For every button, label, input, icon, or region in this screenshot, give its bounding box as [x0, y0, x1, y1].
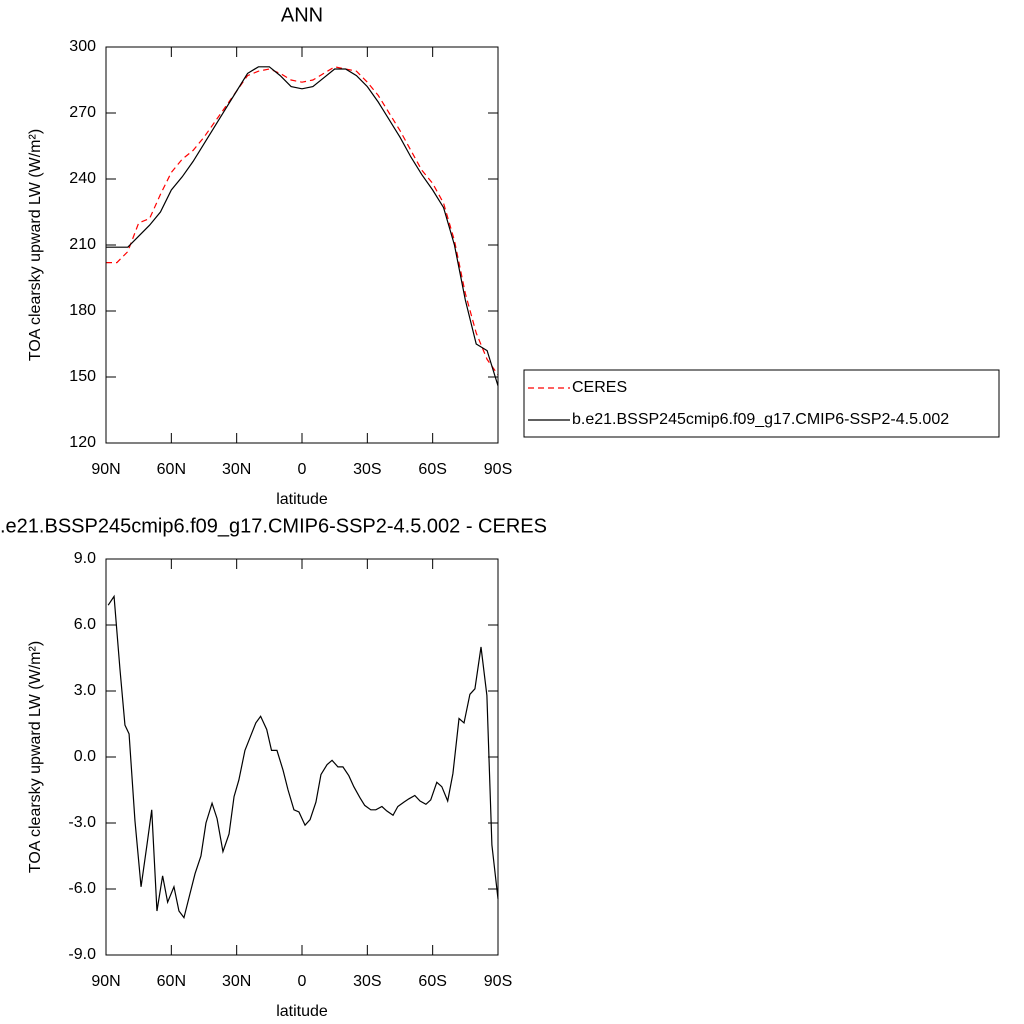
x-tick-label: 0 [298, 461, 307, 478]
y-axis-label: TOA clearsky upward LW (W/m²) [27, 129, 44, 361]
y-tick-label: 3.0 [74, 682, 96, 699]
y-tick-label: 210 [69, 236, 96, 253]
x-tick-label: 30S [353, 461, 381, 478]
data-line [106, 66, 499, 386]
x-tick-label: 60S [418, 461, 446, 478]
y-tick-label: 300 [69, 38, 96, 55]
x-axis-label: latitude [276, 1003, 328, 1020]
y-tick-label: 0.0 [74, 748, 96, 765]
chart-title: .e21.BSSP245cmip6.f09_g17.CMIP6-SSP2-4.5… [0, 515, 547, 537]
x-tick-label: 90N [91, 461, 120, 478]
y-tick-label: 9.0 [74, 550, 96, 567]
legend-box [523, 369, 1000, 438]
y-tick-label: -6.0 [68, 880, 96, 897]
x-tick-label: 60N [157, 461, 186, 478]
y-tick-label: 120 [69, 434, 96, 451]
x-tick-label: 60N [157, 973, 186, 990]
x-tick-label: 30N [222, 973, 251, 990]
x-tick-label: 30S [353, 973, 381, 990]
legend-label: CERES [572, 379, 627, 396]
x-tick-label: 60S [418, 973, 446, 990]
y-tick-label: 150 [69, 368, 96, 385]
x-tick-label: 90S [484, 973, 512, 990]
plot-frame [105, 46, 499, 444]
x-tick-label: 90N [91, 973, 120, 990]
x-axis-label: latitude [276, 491, 328, 508]
y-tick-label: -9.0 [68, 946, 96, 963]
y-tick-label: 6.0 [74, 616, 96, 633]
data-line [107, 594, 499, 919]
y-tick-label: 180 [69, 302, 96, 319]
y-axis-label: TOA clearsky upward LW (W/m²) [27, 641, 44, 873]
y-tick-label: -3.0 [68, 814, 96, 831]
chart-title: ANN [281, 4, 323, 26]
x-tick-label: 0 [298, 973, 307, 990]
x-tick-label: 90S [484, 461, 512, 478]
y-tick-label: 240 [69, 170, 96, 187]
plot-frame [105, 558, 499, 956]
y-tick-label: 270 [69, 104, 96, 121]
x-tick-label: 30N [222, 461, 251, 478]
data-line [106, 66, 499, 376]
legend-label: b.e21.BSSP245cmip6.f09_g17.CMIP6-SSP2-4.… [572, 411, 949, 428]
